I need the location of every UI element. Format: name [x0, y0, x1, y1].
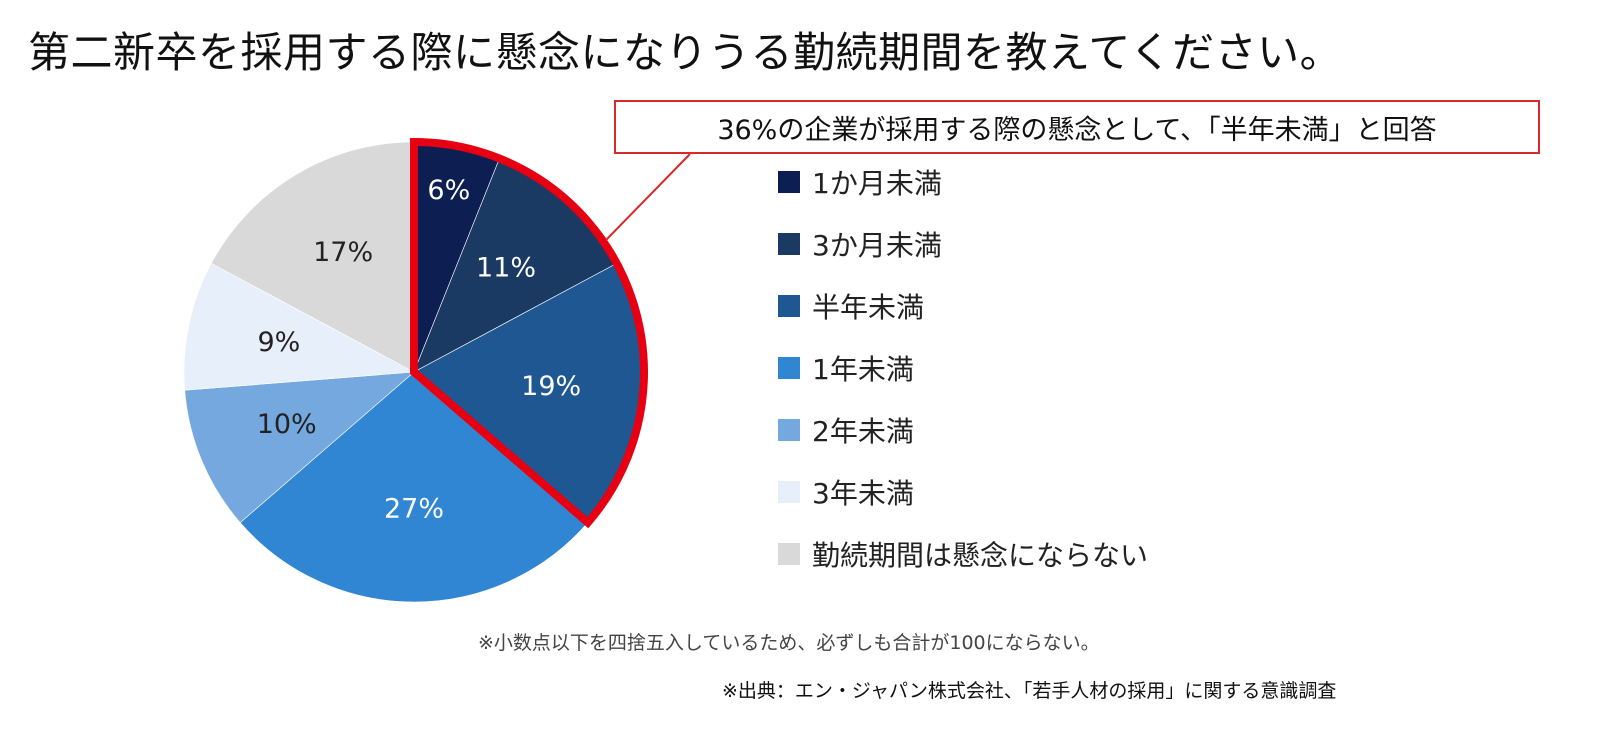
legend-item: 半年未満: [778, 286, 924, 326]
legend-label: 1年未満: [812, 353, 914, 386]
legend-swatch: [778, 481, 800, 503]
pie-slice-5: [184, 371, 415, 524]
pie-slice-7: [210, 141, 415, 373]
legend-label: 3か月未満: [812, 229, 942, 262]
rounding-note: ※小数点以下を四捨五入しているため、必ずしも合計が100にならない。: [478, 632, 1100, 654]
callout-box: 36%の企業が採用する際の懸念として、「半年未満」と回答: [614, 100, 1540, 154]
callout-text: 36%の企業が採用する際の懸念として、「半年未満」と回答: [717, 114, 1437, 146]
legend-item: 3年未満: [778, 472, 914, 512]
pie-data-label-1: 6%: [427, 175, 470, 206]
legend-label: 勤続期間は懸念にならない: [812, 539, 1149, 572]
legend-label: 3年未満: [812, 477, 914, 510]
pie-data-label-4: 27%: [384, 494, 444, 525]
pie-data-label-7: 17%: [313, 237, 373, 268]
legend-label: 2年未満: [812, 415, 914, 448]
legend-swatch: [778, 233, 800, 255]
pie-data-label-2: 11%: [476, 253, 536, 284]
legend-swatch: [778, 171, 800, 193]
legend-label: 半年未満: [812, 291, 925, 324]
legend-item: 2年未満: [778, 410, 914, 450]
pie-data-label-3: 19%: [521, 371, 581, 402]
legend-item: 1か月未満: [778, 162, 942, 202]
legend-swatch: [778, 543, 800, 565]
pie-slices: [183, 141, 645, 603]
pie-data-label-5: 10%: [257, 409, 317, 440]
callout-leader-line: [605, 153, 691, 241]
legend-swatch: [778, 295, 800, 317]
legend-item: 勤続期間は懸念にならない: [778, 534, 1148, 574]
pie-slice-4: [239, 371, 589, 603]
legend-swatch: [778, 357, 800, 379]
pie-slice-6: [183, 262, 416, 391]
legend-swatch: [778, 419, 800, 441]
pie-data-label-6: 9%: [258, 327, 301, 358]
page-title: 第二新卒を採用する際に懸念になりうる勤続期間を教えてください。: [28, 28, 1343, 77]
source-note: ※出典：エン・ジャパン株式会社、「若手人材の採用」に関する意識調査: [722, 680, 1337, 702]
legend-item: 3か月未満: [778, 224, 942, 264]
highlight-outline: [410, 137, 648, 529]
legend-item: 1年未満: [778, 348, 914, 388]
legend-label: 1か月未満: [812, 167, 942, 200]
pie-data-labels: 6% 11% 19% 27% 10% 9% 17%: [257, 175, 581, 525]
